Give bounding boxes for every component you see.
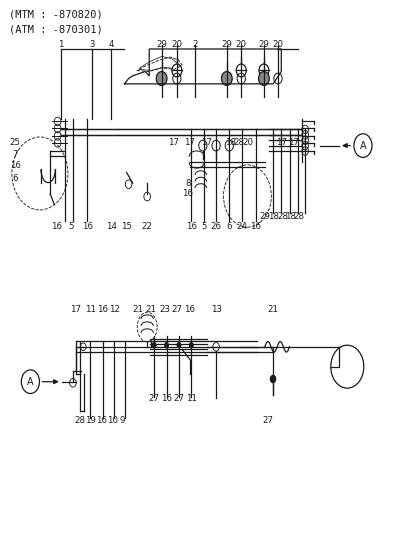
Circle shape	[259, 64, 268, 77]
Text: 18: 18	[268, 212, 279, 221]
Text: 16: 16	[96, 416, 107, 425]
Circle shape	[151, 342, 156, 349]
Text: 29: 29	[156, 40, 167, 49]
Text: 17: 17	[287, 138, 299, 147]
Text: 29: 29	[258, 40, 269, 49]
Text: 28: 28	[233, 138, 244, 147]
Text: 21: 21	[267, 305, 278, 314]
Text: (ATM : -870301): (ATM : -870301)	[9, 24, 102, 34]
Text: 20: 20	[171, 40, 182, 49]
Text: 18: 18	[224, 138, 235, 147]
Text: 3: 3	[89, 40, 95, 49]
Text: 20: 20	[242, 138, 253, 147]
Text: 9: 9	[119, 416, 125, 425]
Text: 28: 28	[74, 416, 85, 425]
Text: (MTM : -870820): (MTM : -870820)	[9, 9, 102, 19]
Text: 17: 17	[167, 138, 178, 147]
Text: 29: 29	[221, 40, 232, 49]
Text: 28: 28	[293, 212, 304, 221]
Text: 15: 15	[121, 222, 132, 231]
Text: 26: 26	[210, 222, 221, 231]
Text: 28: 28	[276, 212, 287, 221]
Text: 27: 27	[148, 394, 159, 404]
Text: 14: 14	[105, 222, 116, 231]
Text: 27: 27	[262, 416, 273, 425]
Text: 19: 19	[85, 416, 95, 425]
Text: 24: 24	[236, 222, 247, 231]
Text: 4: 4	[108, 40, 114, 49]
Text: 2: 2	[192, 40, 198, 49]
Text: 16: 16	[161, 394, 172, 404]
Text: 5: 5	[68, 222, 74, 231]
Text: 17: 17	[275, 138, 286, 147]
Text: 5: 5	[200, 222, 206, 231]
Circle shape	[236, 64, 246, 77]
Circle shape	[156, 72, 166, 86]
Text: 16: 16	[9, 161, 21, 171]
Text: 27: 27	[171, 305, 183, 314]
Text: 23: 23	[159, 305, 170, 314]
Circle shape	[164, 342, 169, 349]
Text: 7: 7	[12, 150, 18, 159]
Text: 16: 16	[82, 222, 93, 231]
Text: 29: 29	[259, 212, 270, 221]
Text: 16: 16	[249, 222, 261, 231]
Text: 11: 11	[185, 394, 196, 404]
Text: 16: 16	[185, 222, 196, 231]
Circle shape	[188, 342, 193, 349]
Text: 10: 10	[106, 416, 117, 425]
Circle shape	[269, 374, 275, 383]
Text: 12: 12	[108, 305, 119, 314]
Text: 17: 17	[184, 138, 195, 147]
Circle shape	[171, 64, 181, 77]
Text: 21: 21	[132, 305, 143, 314]
Text: A: A	[359, 140, 366, 151]
Text: 13: 13	[210, 305, 221, 314]
Text: 20: 20	[272, 40, 283, 49]
Text: 21: 21	[145, 305, 157, 314]
Text: 8: 8	[185, 179, 191, 188]
Text: 22: 22	[141, 222, 152, 231]
Text: 6: 6	[226, 222, 231, 231]
Text: 16: 16	[97, 305, 108, 314]
Text: 11: 11	[85, 305, 95, 314]
Text: 1: 1	[58, 40, 63, 49]
Text: 25: 25	[9, 138, 21, 147]
Text: 17: 17	[200, 138, 211, 147]
Text: 20: 20	[235, 40, 246, 49]
Text: A: A	[27, 377, 33, 387]
Text: 16: 16	[51, 222, 62, 231]
Circle shape	[176, 342, 181, 349]
Circle shape	[258, 72, 268, 86]
Circle shape	[221, 72, 232, 86]
Text: 17: 17	[70, 305, 81, 314]
Text: 27: 27	[173, 394, 184, 404]
Text: 16: 16	[181, 189, 192, 199]
Text: 18: 18	[285, 212, 296, 221]
Text: 16: 16	[184, 305, 195, 314]
Text: 6: 6	[12, 174, 18, 183]
